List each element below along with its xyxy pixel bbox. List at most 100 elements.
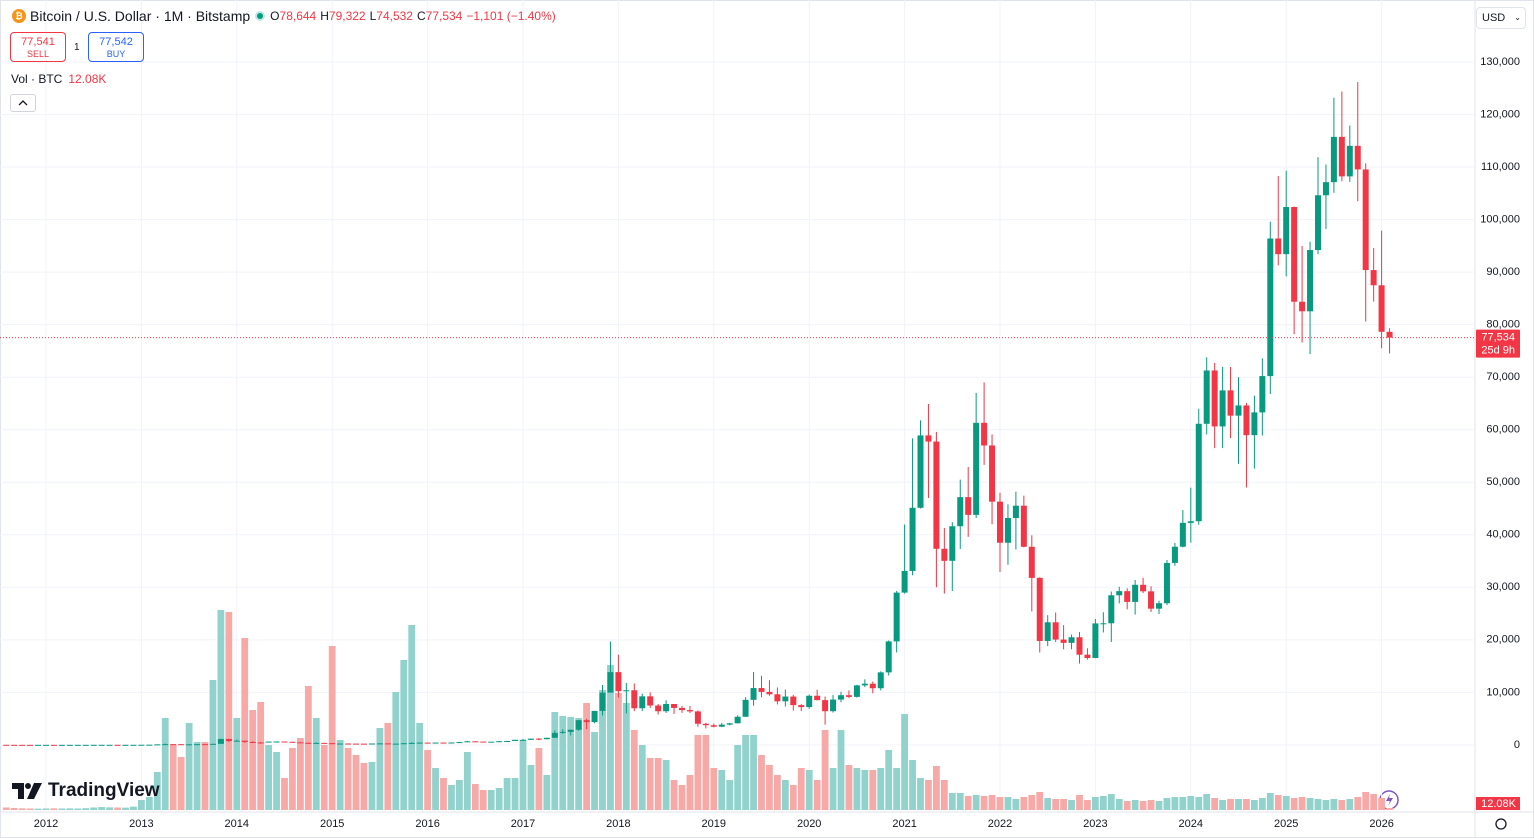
y-tick-label: 30,000: [1486, 581, 1520, 593]
x-tick-label: 2026: [1369, 818, 1393, 830]
candle-body: [1171, 546, 1178, 563]
candle-layer: [3, 82, 1393, 746]
candle-body: [814, 695, 821, 701]
candle-body: [1156, 603, 1162, 609]
volume-bar: [265, 745, 272, 810]
collapse-button[interactable]: [10, 94, 36, 112]
sell-price: 77,541: [21, 36, 55, 48]
candle-body: [1291, 206, 1298, 302]
h-label: H: [320, 9, 329, 23]
volume-bar: [1378, 798, 1385, 810]
candle-body: [345, 743, 352, 745]
volume-bar: [940, 780, 948, 810]
candle-body: [535, 738, 542, 740]
market-status: [255, 11, 266, 21]
candle-body: [957, 497, 964, 527]
volume-bar: [861, 770, 869, 810]
candle-body: [416, 742, 423, 744]
candle-body: [671, 704, 678, 708]
x-tick-label: 2022: [988, 818, 1012, 830]
candle-body: [933, 441, 940, 549]
currency-select[interactable]: USD ⌄: [1476, 7, 1526, 29]
sell-button[interactable]: 77,541 SELL: [10, 32, 66, 62]
candle-body: [1386, 331, 1393, 338]
candle-body: [472, 741, 479, 743]
candle-body: [1259, 376, 1266, 413]
settings-icon[interactable]: [1495, 818, 1507, 830]
volume-bar: [1251, 800, 1258, 810]
volume-bar: [2, 807, 10, 810]
candle-body: [1036, 577, 1043, 641]
volume-bar: [972, 795, 980, 810]
volume-bar: [289, 748, 296, 810]
volume-bar: [161, 718, 169, 810]
candle-body: [178, 744, 185, 746]
candle-body: [257, 742, 264, 744]
x-tick-label: 2018: [606, 818, 630, 830]
volume-bar: [320, 745, 328, 810]
l-label: L: [369, 9, 377, 23]
candle-body: [527, 738, 534, 740]
volume-bar: [169, 745, 177, 810]
candle-body: [488, 741, 495, 743]
volume-bar: [336, 740, 344, 810]
volume-bar: [1068, 800, 1075, 810]
last-price-tag: [1476, 329, 1520, 358]
candle-body: [1219, 390, 1226, 427]
volume-bar: [209, 680, 217, 810]
volume-bar: [1362, 792, 1370, 810]
candle-body: [877, 672, 884, 689]
x-tick-label: 2025: [1274, 818, 1298, 830]
volume-bar: [360, 763, 368, 810]
candle-body: [353, 743, 360, 745]
volume-bar: [304, 686, 312, 810]
candle-body: [1227, 390, 1234, 416]
volume-bar: [956, 793, 964, 810]
candle-body: [1084, 654, 1091, 658]
volume-bar: [185, 723, 193, 810]
logo-mark: [12, 783, 42, 799]
symbol: Bitcoin / U.S. Dollar · 1M · Bitstamp: [30, 8, 251, 24]
volume-bar: [1131, 800, 1139, 810]
volume-bar: [58, 808, 66, 810]
candle-body: [130, 744, 137, 746]
candle-body: [822, 700, 829, 712]
volume-bar: [177, 757, 185, 810]
volume-bar: [368, 762, 376, 810]
candle-body: [1179, 522, 1186, 547]
o-label: O: [270, 9, 280, 23]
candle-body: [265, 741, 272, 743]
candle-body: [1267, 238, 1274, 377]
volume-bar: [1115, 799, 1123, 810]
volume-bar: [384, 723, 392, 810]
volume-bar: [312, 718, 320, 810]
logo-text: TradingView: [48, 780, 160, 801]
candle-body: [790, 696, 797, 706]
volume-bar: [758, 755, 765, 810]
volume-bar: [1163, 798, 1171, 810]
candle-body: [1108, 595, 1115, 624]
volume-bar: [456, 780, 463, 810]
volume-bar: [487, 790, 495, 810]
volume-bar: [829, 768, 837, 810]
volume-bar: [503, 778, 511, 810]
volume-bar: [980, 796, 988, 810]
buy-button[interactable]: 77,542 BUY: [88, 32, 144, 62]
volume-bar: [1171, 797, 1179, 810]
candle-body: [321, 742, 328, 744]
x-tick-label: 2021: [892, 818, 916, 830]
candle-body: [217, 738, 224, 744]
y-tick-label: 130,000: [1480, 56, 1520, 68]
volume-bar: [845, 765, 853, 810]
volume-bar: [1258, 798, 1266, 810]
candle-body: [384, 743, 391, 745]
o-value: 78,644: [279, 9, 317, 23]
volume-bar: [686, 775, 694, 810]
candle-body: [559, 731, 566, 733]
volume-bar: [813, 780, 821, 810]
volume-bar: [805, 770, 813, 810]
x-tick-label: 2019: [702, 818, 726, 830]
volume-legend: Vol · BTC 12.08K: [11, 72, 106, 86]
